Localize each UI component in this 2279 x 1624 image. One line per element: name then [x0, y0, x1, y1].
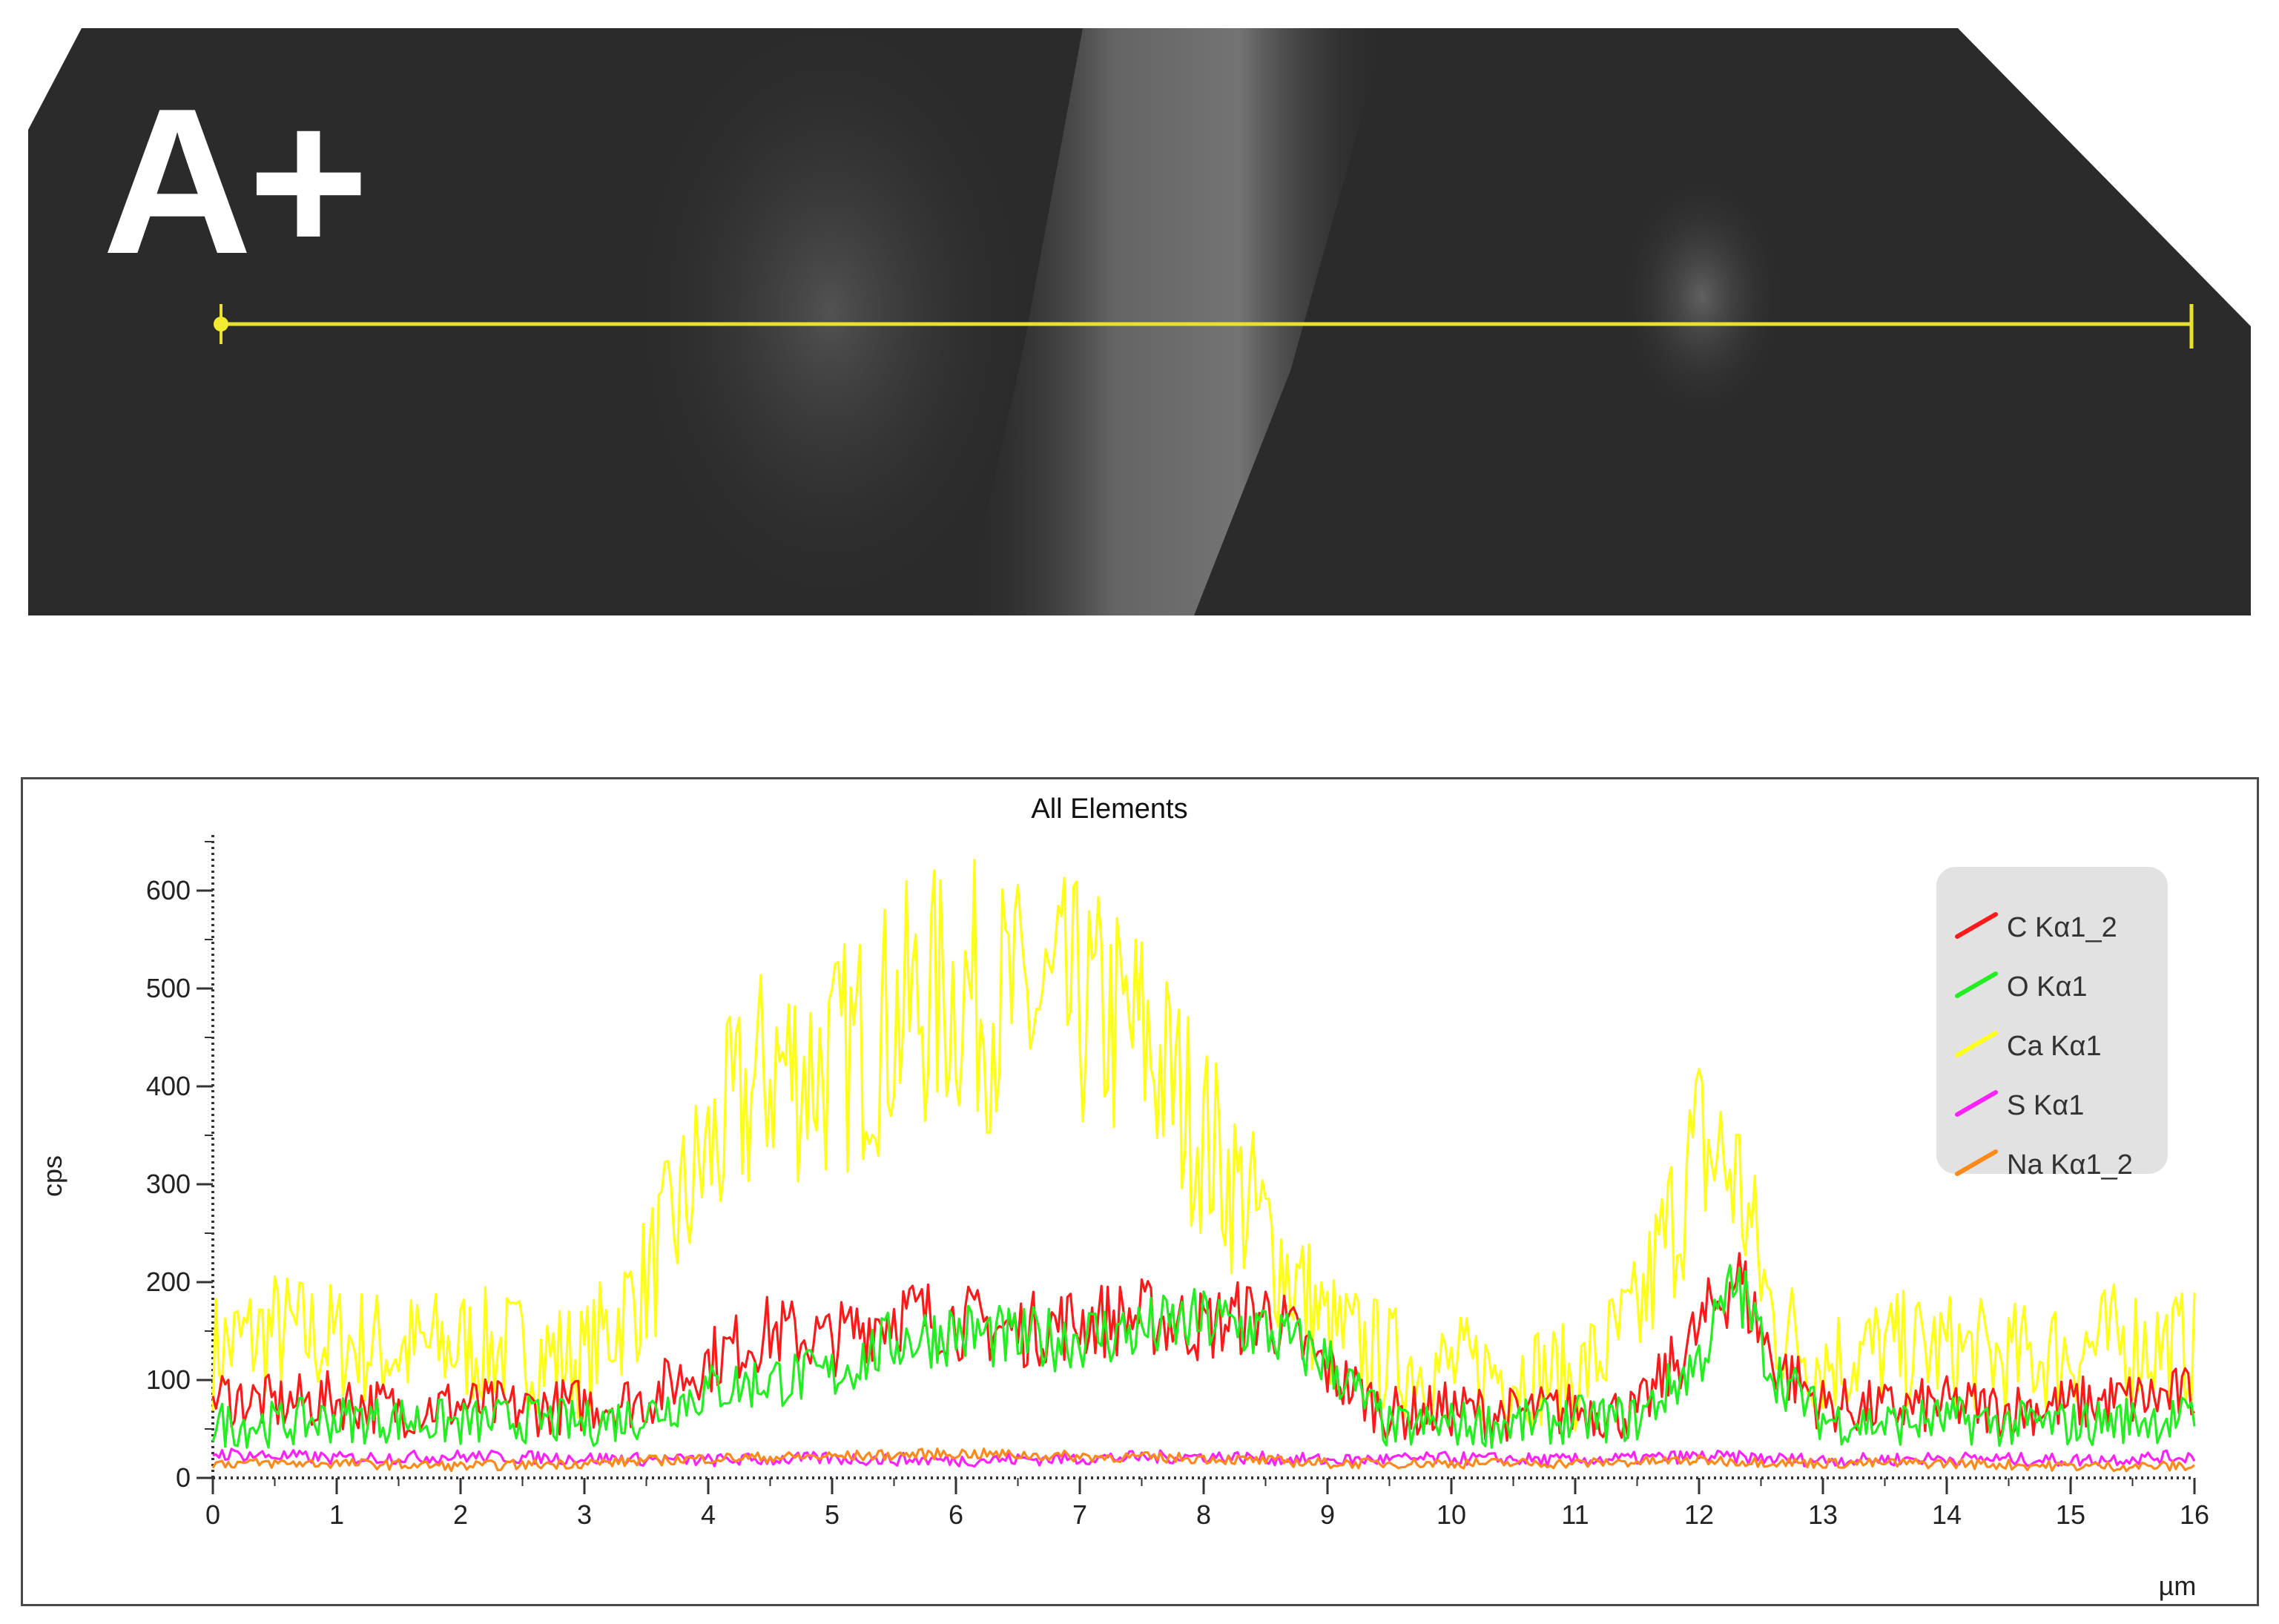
y-tick-label: 500 — [146, 973, 191, 1003]
series-line-4 — [211, 1447, 2195, 1473]
y-tick-label: 200 — [146, 1267, 191, 1297]
x-tick-label: 16 — [2180, 1499, 2209, 1530]
x-tick-label: 4 — [701, 1499, 716, 1530]
x-tick-label: 6 — [949, 1499, 963, 1530]
series-line-2 — [211, 859, 2196, 1433]
panel-label: A+ — [102, 66, 369, 297]
x-tick-label: 3 — [577, 1499, 592, 1530]
x-tick-label: 9 — [1320, 1499, 1335, 1530]
x-tick-label: 8 — [1196, 1499, 1211, 1530]
series-line-3 — [212, 1448, 2196, 1468]
y-tick-label: 100 — [146, 1364, 191, 1395]
legend-swatch — [1955, 1090, 1998, 1117]
x-tick-label: 5 — [825, 1499, 840, 1530]
x-axis-label: µm — [2159, 1571, 2197, 1601]
chart-legend: C Kα1_2 O Kα1 Ca Kα1 S Kα1 Na Kα1_2 — [1936, 867, 2168, 1181]
series-line-1 — [211, 1264, 2196, 1449]
chart-title: All Elements — [1031, 793, 1187, 825]
legend-label: C Kα1_2 — [2007, 912, 2117, 943]
chart-axes: 0 1 2 3 4 5 6 7 8 9 10 11 12 13 14 15 160100200300400500… — [146, 834, 2209, 1530]
y-axis-label: cps — [37, 1155, 67, 1197]
legend-label: S Kα1 — [2007, 1090, 2084, 1121]
line-scan-chart: All Elements cps µm 0 1 2 3 4 5 6 7 8 9 10 11 12 13 14… — [37, 793, 2209, 1601]
particle-right — [1617, 171, 1787, 423]
x-tick-label: 7 — [1072, 1499, 1087, 1530]
legend-label: O Kα1 — [2007, 971, 2088, 1003]
y-tick-label: 400 — [146, 1071, 191, 1101]
y-tick-label: 600 — [146, 875, 191, 905]
x-tick-label: 0 — [205, 1499, 220, 1530]
crystal-left — [623, 28, 1038, 615]
x-tick-label: 11 — [1561, 1499, 1589, 1530]
series-line-0 — [211, 1252, 2196, 1442]
x-tick-label: 1 — [329, 1499, 344, 1530]
legend-swatch — [1955, 1149, 1998, 1176]
x-tick-label: 2 — [453, 1499, 468, 1530]
sem-image-panel — [28, 28, 2251, 615]
x-tick-label: 13 — [1808, 1499, 1838, 1530]
y-tick-label: 0 — [176, 1462, 191, 1493]
line-scan-marker — [214, 304, 2194, 349]
x-tick-label: 14 — [1932, 1499, 1962, 1530]
legend-swatch — [1955, 971, 1998, 998]
legend-swatch — [1955, 1031, 1998, 1057]
crystal-band — [964, 28, 1387, 615]
legend-swatch — [1955, 912, 1998, 939]
x-tick-label: 12 — [1684, 1499, 1714, 1530]
x-tick-label: 10 — [1437, 1499, 1466, 1530]
series-layer — [211, 859, 2196, 1473]
chart-frame: All Elements cps µm 0 1 2 3 4 5 6 7 8 9 10 11 12 13 14… — [21, 777, 2259, 1606]
legend-label: Ca Kα1 — [2007, 1031, 2102, 1062]
legend-label: Na Kα1_2 — [2007, 1149, 2133, 1181]
x-tick-label: 15 — [2056, 1499, 2085, 1530]
y-tick-label: 300 — [146, 1169, 191, 1199]
